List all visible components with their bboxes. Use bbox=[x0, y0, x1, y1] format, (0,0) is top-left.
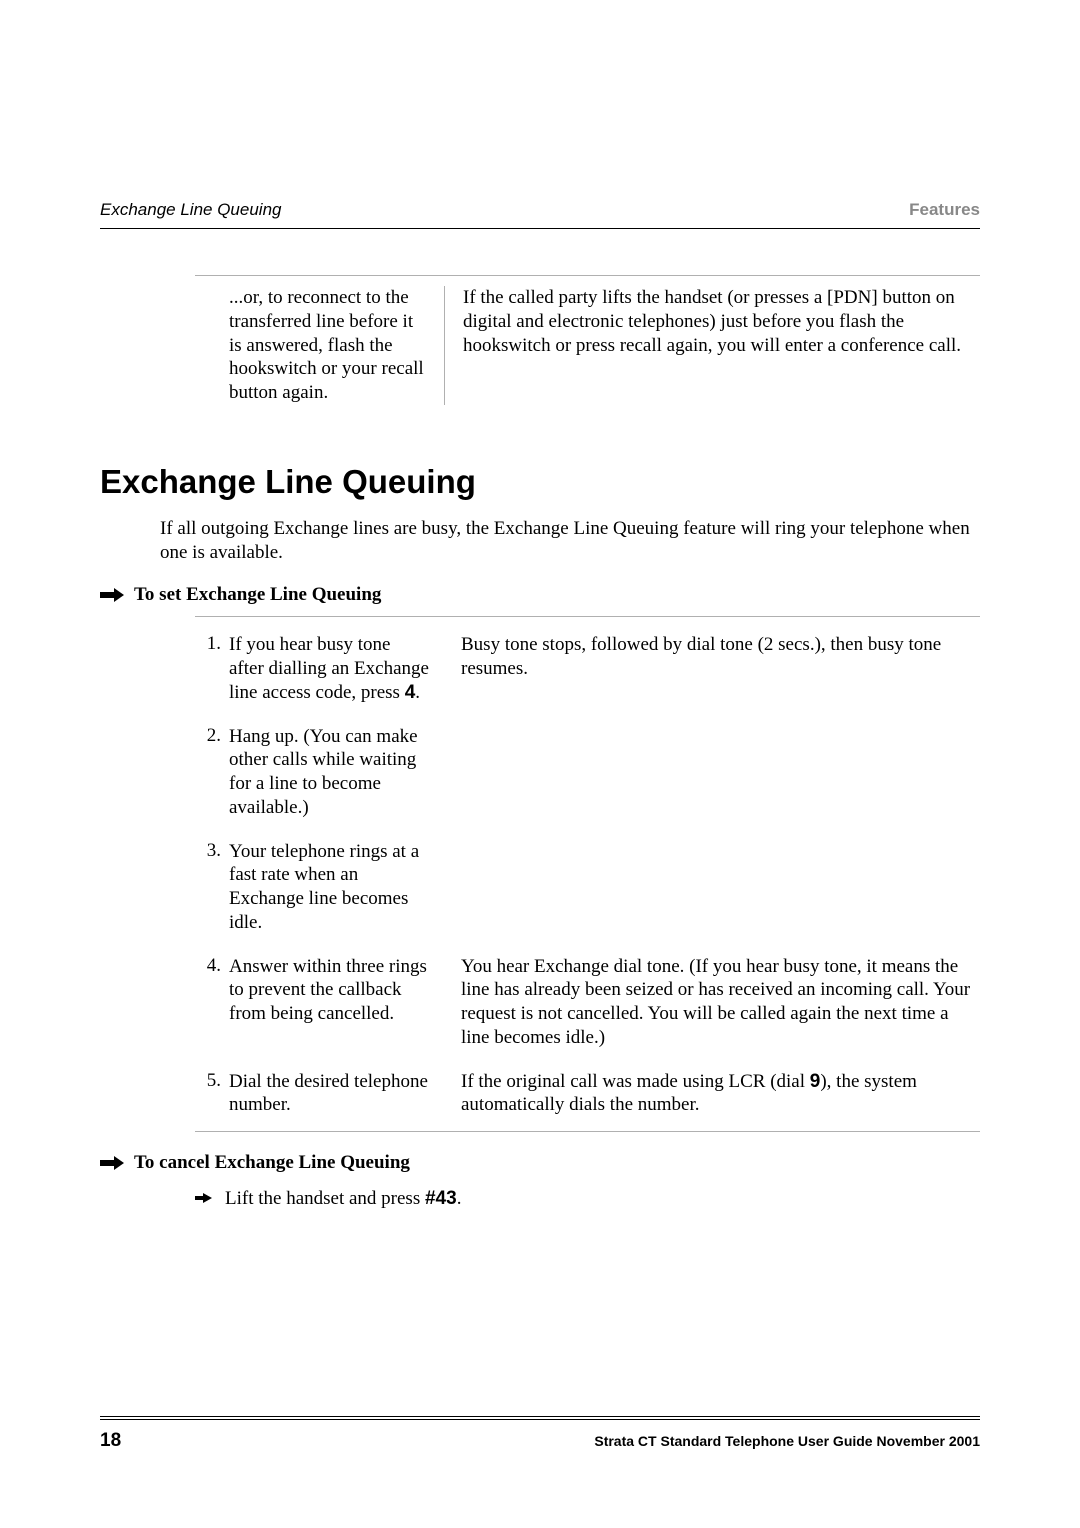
carryover-note-result: If the called party lifts the handset (o… bbox=[445, 286, 980, 405]
step-row: 4. Answer within three rings to prevent … bbox=[195, 949, 980, 1064]
step-action: Dial the desired telephone number. bbox=[229, 1070, 445, 1118]
runhead-section: Exchange Line Queuing bbox=[100, 200, 281, 220]
step-number: 1. bbox=[195, 633, 229, 704]
content-area: ...or, to reconnect to the transferred l… bbox=[100, 275, 980, 1210]
step-result: You hear Exchange dial tone. (If you hea… bbox=[445, 955, 980, 1050]
step-number: 2. bbox=[195, 725, 229, 820]
step-row: 2. Hang up. (You can make other calls wh… bbox=[195, 719, 980, 834]
step-result: Busy tone stops, followed by dial tone (… bbox=[445, 633, 980, 704]
carryover-note: ...or, to reconnect to the transferred l… bbox=[195, 275, 980, 415]
step-action: If you hear busy tone after dialling an … bbox=[229, 633, 445, 704]
step-result bbox=[445, 725, 980, 820]
procedure-title: To set Exchange Line Queuing bbox=[134, 584, 381, 606]
step-text-post: . bbox=[415, 682, 420, 703]
procedure-title: To cancel Exchange Line Queuing bbox=[134, 1152, 410, 1174]
step-action: Answer within three rings to prevent the… bbox=[229, 955, 445, 1050]
page: Exchange Line Queuing Features ...or, to… bbox=[0, 0, 1080, 1528]
steps-table: 1. If you hear busy tone after dialling … bbox=[195, 616, 980, 1132]
cancel-step-text: Lift the handset and press #43. bbox=[225, 1188, 461, 1210]
step-result: If the original call was made using LCR … bbox=[445, 1070, 980, 1118]
carryover-note-action: ...or, to reconnect to the transferred l… bbox=[195, 286, 445, 405]
section-heading: Exchange Line Queuing bbox=[100, 463, 980, 501]
runhead-chapter: Features bbox=[909, 200, 980, 220]
runhead-rule bbox=[100, 228, 980, 229]
step-row: 5. Dial the desired telephone number. If… bbox=[195, 1064, 980, 1122]
arrow-right-icon bbox=[100, 1156, 128, 1170]
footer-book-title: Strata CT Standard Telephone User Guide … bbox=[594, 1433, 980, 1449]
step-action: Hang up. (You can make other calls while… bbox=[229, 725, 445, 820]
keycap: 4 bbox=[405, 682, 416, 703]
footer: 18 Strata CT Standard Telephone User Gui… bbox=[100, 1430, 980, 1452]
step-row: 3. Your telephone rings at a fast rate w… bbox=[195, 834, 980, 949]
procedure-heading-set: To set Exchange Line Queuing bbox=[100, 584, 980, 606]
footer-rule bbox=[100, 1416, 980, 1420]
step-result-pre: If the original call was made using LCR … bbox=[461, 1071, 810, 1092]
step-number: 5. bbox=[195, 1070, 229, 1118]
step-result bbox=[445, 840, 980, 935]
step-action: Your telephone rings at a fast rate when… bbox=[229, 840, 445, 935]
running-header: Exchange Line Queuing Features bbox=[100, 200, 980, 228]
arrow-right-icon bbox=[100, 588, 128, 602]
keycap: #43 bbox=[425, 1188, 457, 1209]
cancel-step: Lift the handset and press #43. bbox=[195, 1188, 980, 1210]
step-number: 3. bbox=[195, 840, 229, 935]
procedure-heading-cancel: To cancel Exchange Line Queuing bbox=[100, 1152, 980, 1174]
cancel-text-post: . bbox=[457, 1188, 462, 1209]
keycap: 9 bbox=[810, 1071, 821, 1092]
cancel-text-pre: Lift the handset and press bbox=[225, 1188, 425, 1209]
step-row: 1. If you hear busy tone after dialling … bbox=[195, 627, 980, 718]
page-number: 18 bbox=[100, 1430, 121, 1452]
step-text-pre: If you hear busy tone after dialling an … bbox=[229, 634, 429, 703]
step-number: 4. bbox=[195, 955, 229, 1050]
arrow-right-icon bbox=[195, 1191, 215, 1209]
section-intro: If all outgoing Exchange lines are busy,… bbox=[160, 517, 980, 565]
